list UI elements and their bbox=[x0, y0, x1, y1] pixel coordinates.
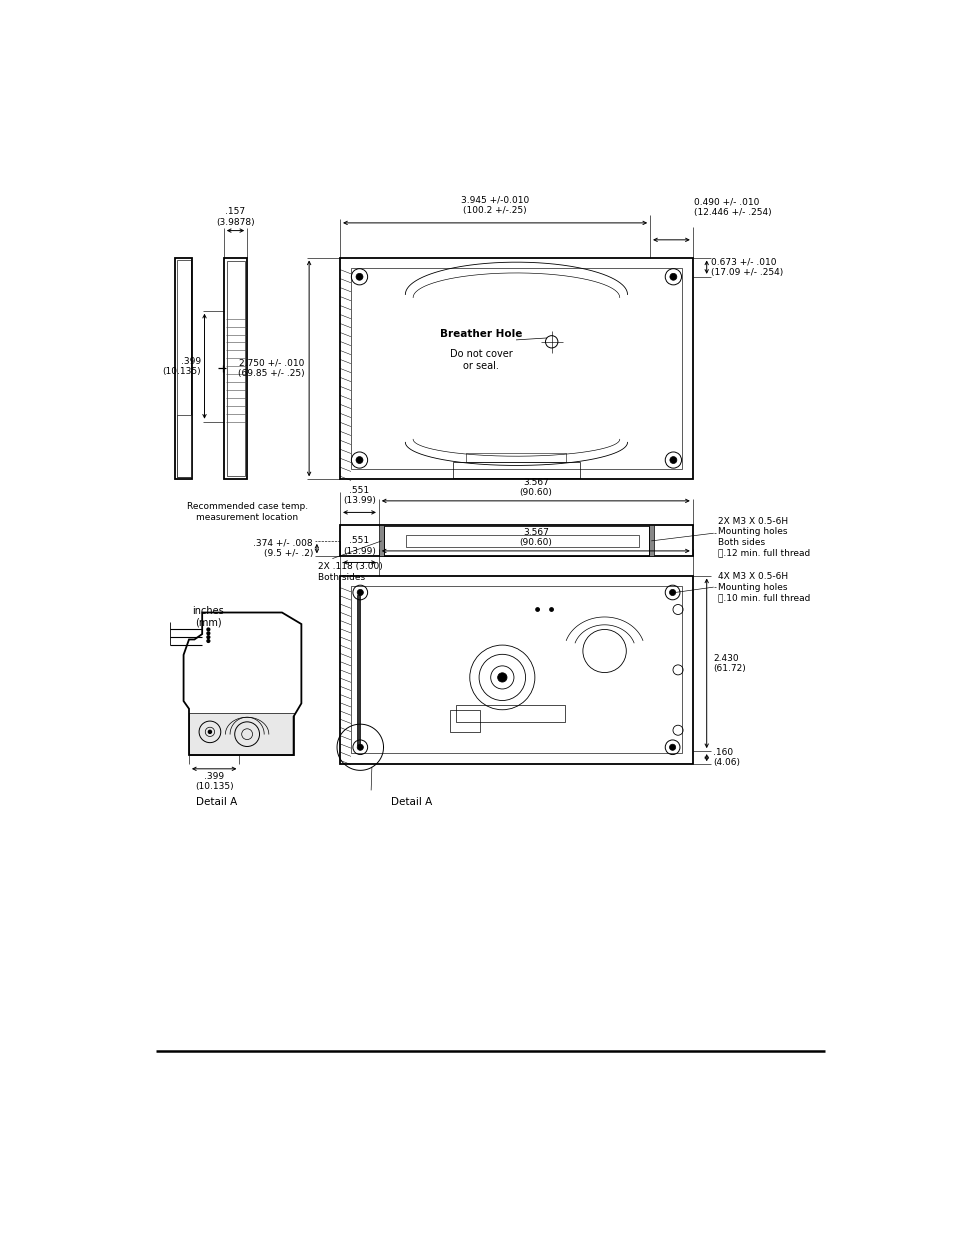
Bar bbox=[378, 526, 384, 556]
Bar bbox=[465, 453, 566, 462]
Circle shape bbox=[207, 636, 210, 638]
Bar bbox=[351, 587, 681, 753]
Circle shape bbox=[669, 745, 675, 751]
Text: inches
(mm): inches (mm) bbox=[193, 606, 224, 627]
Bar bbox=[189, 713, 294, 755]
Bar bbox=[406, 535, 638, 547]
Text: 2.430
(61.72): 2.430 (61.72) bbox=[712, 653, 745, 673]
Circle shape bbox=[355, 273, 362, 280]
Bar bbox=[227, 261, 245, 477]
Bar bbox=[340, 258, 692, 479]
Circle shape bbox=[356, 589, 363, 595]
Bar bbox=[452, 462, 579, 478]
Circle shape bbox=[356, 745, 363, 751]
Bar bbox=[177, 415, 191, 477]
Text: Detail A: Detail A bbox=[195, 798, 236, 808]
Text: 0.673 +/- .010
(17.09 +/- .254): 0.673 +/- .010 (17.09 +/- .254) bbox=[711, 257, 782, 277]
Bar bbox=[177, 259, 191, 477]
Text: 2.750 +/- .010
(69.85 +/- .25): 2.750 +/- .010 (69.85 +/- .25) bbox=[237, 358, 304, 378]
Text: .399
(10.135): .399 (10.135) bbox=[162, 357, 200, 375]
Circle shape bbox=[549, 608, 553, 611]
Text: 2X .118 (3.00)
Both sides: 2X .118 (3.00) Both sides bbox=[318, 562, 383, 582]
Circle shape bbox=[536, 608, 538, 611]
Bar bbox=[340, 576, 692, 764]
Bar bbox=[340, 526, 692, 556]
Text: .551
(13.99): .551 (13.99) bbox=[343, 536, 375, 556]
Text: 3.945 +/-0.010
(100.2 +/-.25): 3.945 +/-0.010 (100.2 +/-.25) bbox=[460, 196, 529, 215]
Circle shape bbox=[355, 457, 362, 463]
Text: .551
(13.99): .551 (13.99) bbox=[343, 487, 375, 505]
Bar bbox=[450, 710, 479, 732]
Text: Recommended case temp.
measurement location: Recommended case temp. measurement locat… bbox=[187, 503, 308, 522]
Circle shape bbox=[669, 273, 676, 280]
Circle shape bbox=[497, 673, 506, 682]
Circle shape bbox=[208, 730, 212, 734]
Text: Do not cover
or seal.: Do not cover or seal. bbox=[449, 350, 512, 370]
Bar bbox=[351, 268, 681, 468]
Text: 3.567
(90.60): 3.567 (90.60) bbox=[518, 478, 552, 496]
Text: .157
(3.9878): .157 (3.9878) bbox=[216, 207, 254, 227]
Bar bbox=[224, 258, 247, 479]
Text: Detail A: Detail A bbox=[390, 797, 432, 806]
Circle shape bbox=[207, 640, 210, 642]
Circle shape bbox=[207, 632, 210, 635]
Circle shape bbox=[669, 589, 675, 595]
Circle shape bbox=[669, 457, 676, 463]
Bar bbox=[456, 705, 564, 721]
Text: .374 +/- .008
(9.5 +/- .2): .374 +/- .008 (9.5 +/- .2) bbox=[253, 538, 313, 558]
Text: 2X M3 X 0.5-6H
Mounting holes
Both sides
⏤.12 min. full thread: 2X M3 X 0.5-6H Mounting holes Both sides… bbox=[717, 517, 809, 557]
Circle shape bbox=[207, 629, 210, 631]
Text: 3.567
(90.60): 3.567 (90.60) bbox=[518, 527, 552, 547]
Bar bbox=[174, 258, 192, 479]
Text: Breather Hole: Breather Hole bbox=[439, 329, 522, 338]
Text: 4X M3 X 0.5-6H
Mounting holes
⏤.10 min. full thread: 4X M3 X 0.5-6H Mounting holes ⏤.10 min. … bbox=[717, 572, 809, 601]
Text: .399
(10.135): .399 (10.135) bbox=[194, 772, 233, 792]
Text: 0.490 +/- .010
(12.446 +/- .254): 0.490 +/- .010 (12.446 +/- .254) bbox=[693, 198, 770, 216]
Bar bbox=[648, 526, 654, 556]
Text: .160
(4.06): .160 (4.06) bbox=[712, 748, 740, 767]
Bar bbox=[356, 595, 360, 745]
